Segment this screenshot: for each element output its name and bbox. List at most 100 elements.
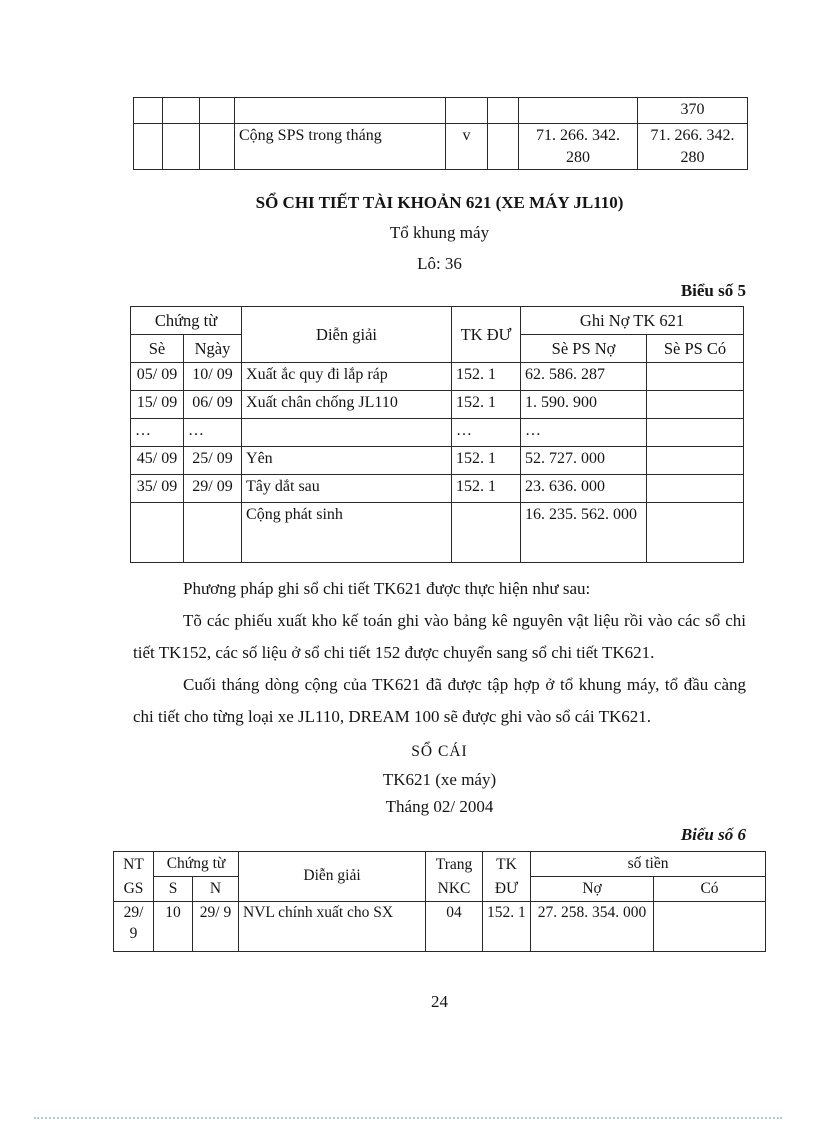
bieu-so-6-label: Biểu số 6 bbox=[680, 825, 746, 845]
table-cell: 10/ 09 bbox=[182, 362, 243, 392]
bottom-dotted-rule bbox=[34, 1117, 782, 1119]
table-row: 35/ 09 29/ 09 Tây dắt sau 152. 1 23. 636… bbox=[130, 474, 745, 504]
table-cell: … bbox=[520, 418, 648, 448]
table-cell: v bbox=[445, 122, 488, 171]
table-cell: … bbox=[182, 418, 243, 448]
table-cell bbox=[445, 97, 488, 124]
table-cell: 35/ 09 bbox=[130, 474, 184, 504]
table-cell: 05/ 09 bbox=[130, 362, 184, 392]
table-cell: 71. 266. 342. 280 bbox=[637, 122, 748, 171]
table-cell bbox=[487, 97, 519, 124]
header-tk-du: TK ĐƯ bbox=[482, 851, 532, 903]
header-ghi-no: Ghi Nợ TK 621 bbox=[520, 306, 745, 336]
table-cell: 29/ 9 bbox=[113, 901, 154, 953]
table-cell bbox=[199, 97, 235, 124]
table-cell: NVL chính xuất cho SX bbox=[238, 901, 427, 953]
table-cell: 04 bbox=[425, 901, 484, 953]
table-cell: … bbox=[451, 418, 522, 448]
ledger-table: NT GS Chứng từ Diễn giải Trang NKC TK ĐƯ… bbox=[113, 851, 767, 953]
header-co: Có bbox=[653, 876, 767, 903]
table-cell: 152. 1 bbox=[482, 901, 532, 953]
table-cell: Yên bbox=[241, 446, 453, 476]
table-cell: 10 bbox=[153, 901, 193, 953]
table-cell bbox=[653, 901, 767, 953]
table-cell bbox=[133, 97, 163, 124]
header-dien-giai: Diễn giải bbox=[238, 851, 427, 903]
top-table: 370 Cộng SPS trong tháng v 71. 266. 342.… bbox=[133, 97, 748, 171]
table-cell: 71. 266. 342. 280 bbox=[518, 122, 638, 171]
table-cell bbox=[130, 502, 184, 564]
table-cell: 25/ 09 bbox=[182, 446, 243, 476]
table-cell bbox=[646, 418, 745, 448]
header-ps-co: Sè PS Có bbox=[646, 334, 745, 364]
table-cell bbox=[646, 390, 745, 420]
table-cell bbox=[646, 502, 745, 564]
table-header-row: Chứng từ Diễn giải TK ĐƯ Ghi Nợ TK 621 bbox=[129, 306, 745, 364]
header-ngay: Ngày bbox=[182, 334, 243, 364]
table-cell: 45/ 09 bbox=[130, 446, 184, 476]
header-no: Nợ bbox=[530, 876, 655, 903]
table-cell: 152. 1 bbox=[451, 362, 522, 392]
table-header-row: Sè Ngày Sè PS Nợ Sè PS Có bbox=[130, 334, 745, 364]
page-title: SỔ CHI TIẾT TÀI KHOẢN 621 (XE MÁY JL110) bbox=[255, 193, 624, 213]
table-row: 15/ 09 06/ 09 Xuất chân chống JL110 152.… bbox=[130, 390, 745, 420]
table-cell: Xuất chân chống JL110 bbox=[241, 390, 453, 420]
header-du: ĐƯ bbox=[494, 879, 519, 897]
table-cell: 1. 590. 900 bbox=[520, 390, 648, 420]
table-cell bbox=[182, 502, 243, 564]
table-cell: 27. 258. 354. 000 bbox=[530, 901, 655, 953]
header-ps-no: Sè PS Nợ bbox=[520, 334, 648, 364]
header-chung-tu: Chứng từ bbox=[129, 306, 243, 336]
paragraph: Cuối tháng dòng cộng của TK621 đã được t… bbox=[133, 675, 746, 727]
table-cell: Xuất ắc quy đi lắp ráp bbox=[241, 362, 453, 392]
table-cell: 52. 727. 000 bbox=[520, 446, 648, 476]
paragraph: Tõ các phiếu xuất kho kế toán ghi vào bả… bbox=[133, 611, 746, 663]
table-cell bbox=[234, 97, 446, 124]
ledger-month: Tháng 02/ 2004 bbox=[385, 797, 494, 817]
table-cell: 29/ 09 bbox=[182, 474, 243, 504]
table-cell: 15/ 09 bbox=[130, 390, 184, 420]
table-cell: … bbox=[130, 418, 184, 448]
header-se: Sè bbox=[130, 334, 184, 364]
paragraph: Phương pháp ghi sổ chi tiết TK621 được t… bbox=[183, 579, 591, 599]
table-cell bbox=[646, 474, 745, 504]
header-nt-gs: NT GS bbox=[113, 851, 154, 903]
header-tk: TK bbox=[496, 855, 517, 873]
table-cell: 152. 1 bbox=[451, 390, 522, 420]
doc-subtitle-lot: Lô: 36 bbox=[417, 254, 462, 274]
table-cell bbox=[646, 362, 745, 392]
table-cell: 16. 235. 562. 000 bbox=[520, 502, 648, 564]
table-cell: 152. 1 bbox=[451, 446, 522, 476]
table-header-row: S N Nợ Có bbox=[114, 876, 767, 903]
table-row: 29/ 9 10 29/ 9 NVL chính xuất cho SX 04 … bbox=[113, 901, 767, 953]
header-nkc: NKC bbox=[437, 879, 471, 897]
header-chung-tu: Chứng từ bbox=[152, 851, 240, 878]
table-row: 370 bbox=[133, 97, 748, 124]
table-cell: 62. 586. 287 bbox=[520, 362, 648, 392]
table-row: Cộng SPS trong tháng v 71. 266. 342. 280… bbox=[133, 122, 748, 171]
header-n: N bbox=[191, 876, 240, 903]
body-text: Phương pháp ghi sổ chi tiết TK621 được t… bbox=[133, 573, 746, 733]
table-cell: 152. 1 bbox=[451, 474, 522, 504]
table-cell bbox=[162, 122, 200, 171]
table-cell: Cộng phát sinh bbox=[241, 502, 453, 564]
table-row: 05/ 09 10/ 09 Xuất ắc quy đi lắp ráp 152… bbox=[130, 362, 745, 392]
header-dien-giai: Diễn giải bbox=[241, 306, 453, 364]
header-trang: Trang bbox=[435, 855, 473, 873]
table-cell bbox=[487, 122, 519, 171]
table-cell bbox=[241, 418, 453, 448]
header-so-tien: số tiền bbox=[530, 851, 767, 878]
table-cell bbox=[451, 502, 522, 564]
table-row-total: Cộng phát sinh 16. 235. 562. 000 bbox=[130, 502, 745, 564]
table-cell bbox=[518, 97, 638, 124]
bieu-so-5-label: Biểu số 5 bbox=[680, 281, 746, 301]
table-cell bbox=[646, 446, 745, 476]
table-cell: 23. 636. 000 bbox=[520, 474, 648, 504]
table-cell bbox=[199, 122, 235, 171]
table-cell bbox=[133, 122, 163, 171]
ledger-title: SỔ CÁI bbox=[411, 743, 468, 761]
table-row: … … … … bbox=[130, 418, 745, 448]
table-cell: 370 bbox=[637, 97, 748, 124]
table-row: 45/ 09 25/ 09 Yên 152. 1 52. 727. 000 bbox=[130, 446, 745, 476]
